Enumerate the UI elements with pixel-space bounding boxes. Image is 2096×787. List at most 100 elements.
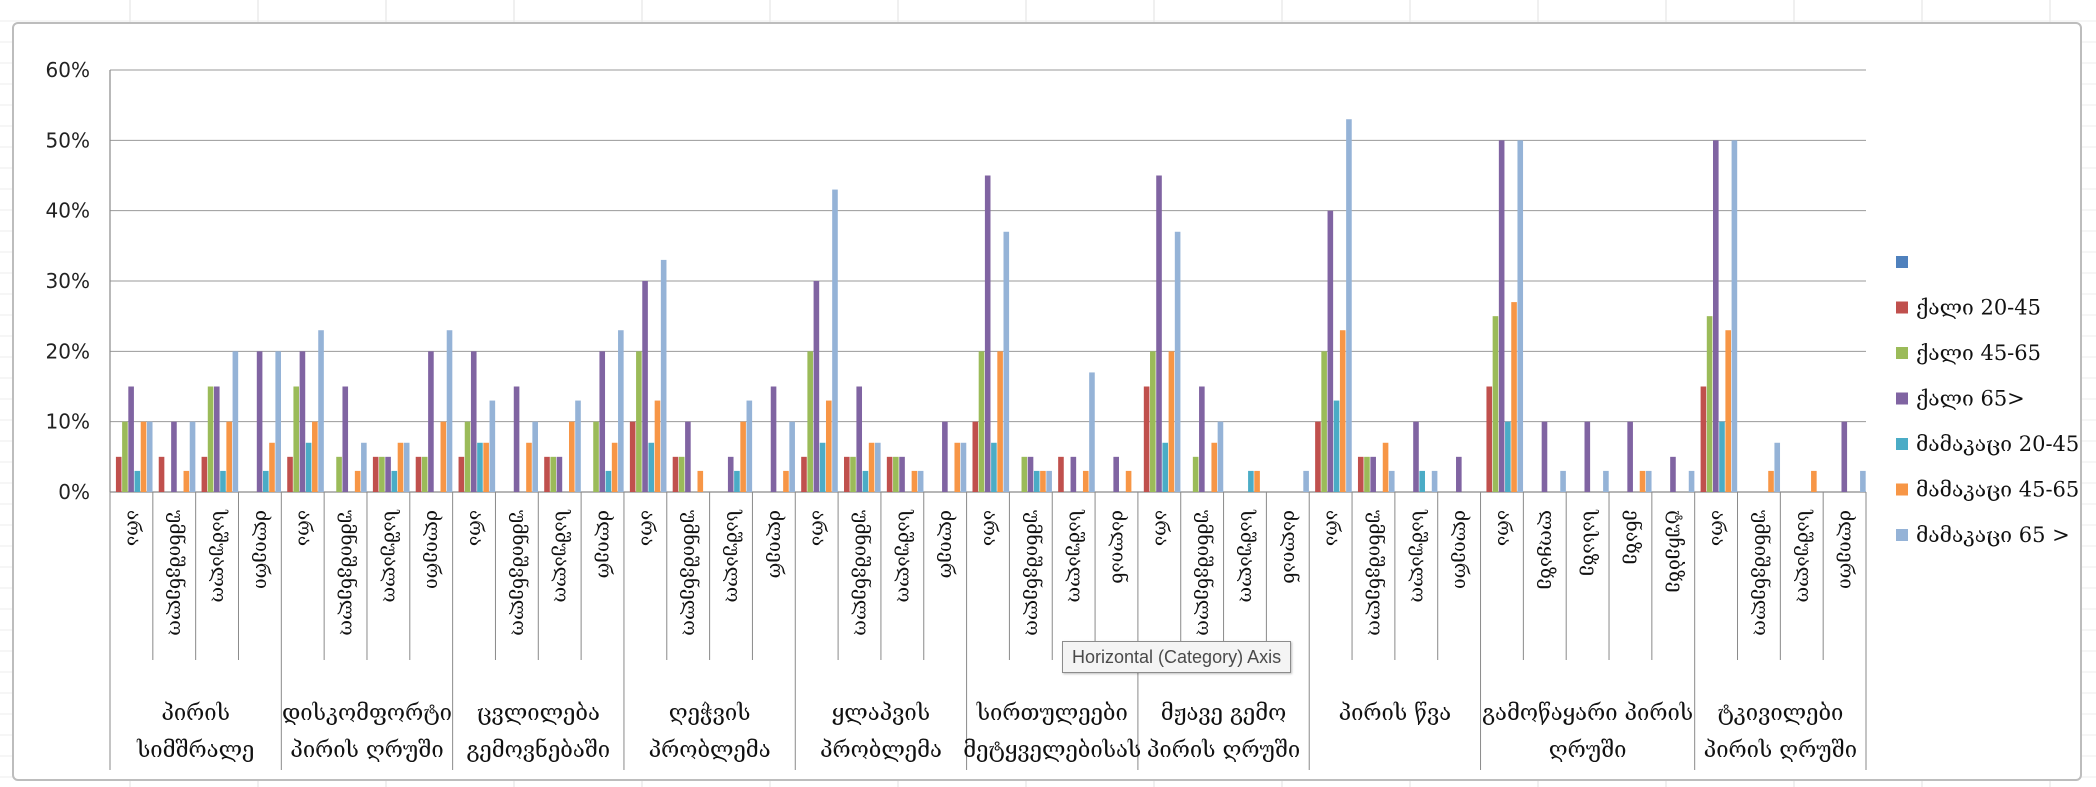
bar: [1860, 470, 1866, 492]
group-label: ტკივილები: [1717, 701, 1843, 726]
bar: [293, 386, 300, 492]
bar: [489, 400, 496, 492]
bar: [654, 400, 661, 492]
bar: [544, 456, 550, 492]
bar: [477, 442, 483, 492]
category-label: ძლიერი: [422, 510, 444, 589]
category-label: არა: [465, 510, 487, 546]
bar: [1811, 470, 1817, 492]
category-label: უმნიშვნელო: [1364, 510, 1386, 636]
bar: [232, 351, 239, 492]
bar: [1706, 316, 1713, 492]
bar: [385, 456, 391, 492]
bar: [1725, 330, 1731, 492]
bar: [428, 351, 434, 492]
bar: [1511, 302, 1517, 492]
bar: [1156, 175, 1162, 492]
category-label: ძლიერ: [765, 510, 787, 578]
category-label: უმნიშვნელო: [1750, 510, 1772, 636]
group-label: პრობლემა: [820, 738, 942, 763]
bar: [1639, 470, 1646, 492]
bar: [1456, 456, 1462, 492]
bar: [1058, 456, 1064, 492]
bar: [1217, 421, 1224, 492]
legend-label: ქალი 20-45: [1916, 296, 2041, 320]
group-label: პირის წვა: [1339, 701, 1452, 726]
bar: [1033, 470, 1040, 492]
bar: [991, 442, 997, 492]
bar: [470, 351, 477, 492]
bar: [403, 442, 410, 492]
bar: [275, 351, 282, 492]
bar: [397, 442, 404, 492]
bar: [361, 442, 367, 492]
bar: [1841, 421, 1848, 492]
bar: [421, 456, 428, 492]
bar: [1688, 470, 1695, 492]
bar: [984, 175, 991, 492]
bar: [1431, 470, 1438, 492]
category-label: საშუალო: [893, 509, 915, 603]
bar: [672, 456, 679, 492]
bar: [648, 442, 655, 492]
bar: [1199, 386, 1205, 492]
legend-swatch: [1896, 256, 1908, 268]
bar: [1211, 442, 1218, 492]
bar: [1327, 210, 1334, 492]
bar: [1627, 421, 1633, 492]
bar: [807, 351, 813, 492]
bar: [1192, 456, 1199, 492]
bar: [1070, 456, 1077, 492]
bar: [128, 386, 134, 492]
bar: [972, 421, 979, 492]
bar: [207, 386, 214, 492]
bar: [1315, 421, 1321, 492]
bar: [783, 470, 789, 492]
bar: [636, 351, 642, 492]
category-label: არა: [636, 510, 658, 546]
category-label: უმნიშვნელო: [508, 510, 530, 636]
bar: [954, 442, 961, 492]
bar: [1712, 140, 1719, 493]
bar: [875, 442, 881, 492]
bar: [379, 456, 385, 492]
bar: [1486, 386, 1493, 492]
bar: [1419, 470, 1425, 492]
bar: [1774, 442, 1781, 492]
bar: [213, 386, 220, 492]
bar: [287, 456, 293, 492]
bar: [618, 330, 624, 492]
bar: [415, 456, 422, 492]
bar: [960, 442, 967, 492]
legend-label: ქალი 45-65: [1916, 341, 2041, 365]
bar: [886, 456, 893, 492]
legend-swatch: [1896, 301, 1908, 314]
y-tick-label: 0%: [58, 480, 90, 504]
bar: [917, 470, 924, 492]
bar: [1719, 421, 1725, 492]
bar: [1248, 470, 1254, 492]
bar: [1125, 470, 1132, 492]
bar: [868, 442, 875, 492]
bar: [997, 351, 1003, 492]
bar: [856, 386, 863, 492]
bar: [312, 421, 318, 492]
bar: [372, 456, 379, 492]
bar: [1027, 456, 1034, 492]
group-label: ღრუში: [1549, 738, 1627, 763]
bar: [642, 281, 648, 492]
group-label: პრობლემა: [649, 738, 771, 763]
group-label: ღეჭვის: [669, 701, 751, 726]
bar: [158, 456, 165, 492]
group-label: მჟავე გემო: [1161, 701, 1287, 726]
category-label: საშუალო: [208, 509, 230, 603]
bar: [171, 421, 177, 492]
bar: [1321, 351, 1327, 492]
bar: [678, 456, 685, 492]
category-label: ძალიან: [1279, 510, 1301, 584]
bar: [1517, 140, 1524, 493]
bar: [336, 456, 342, 492]
group-label: დისკომფორტი: [282, 701, 452, 726]
category-label: უმნიშვნელო: [851, 510, 873, 636]
